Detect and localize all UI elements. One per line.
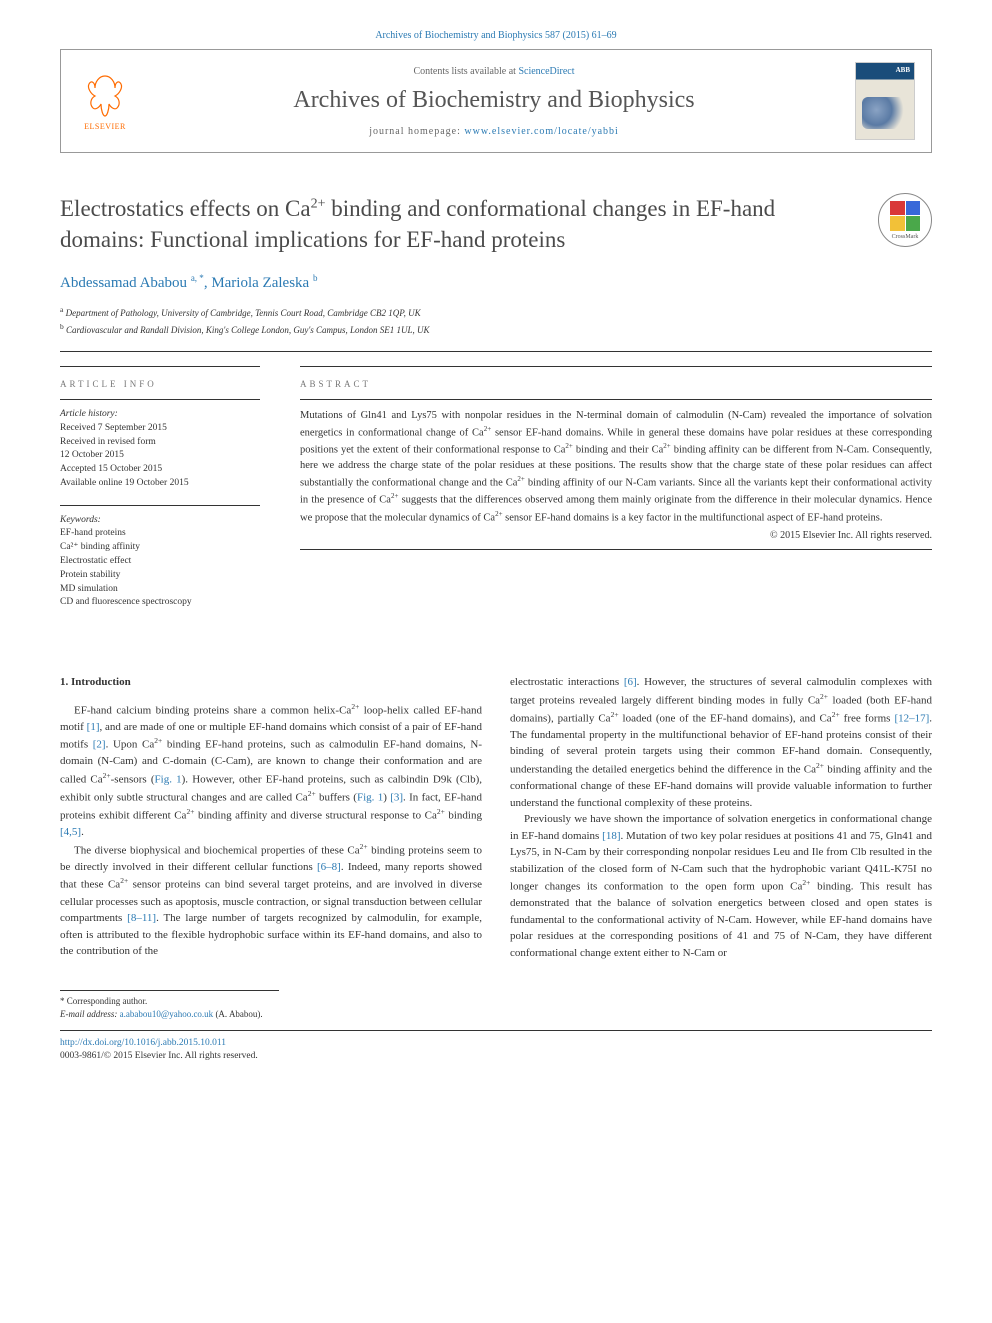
elsevier-logo: ELSEVIER [77,67,133,135]
authors: Abdessamad Ababou a, *, Mariola Zaleska … [60,273,932,292]
abstract-text: Mutations of Gln41 and Lys75 with nonpol… [300,408,932,526]
top-citation: Archives of Biochemistry and Biophysics … [60,30,932,41]
corresp-label: * Corresponding author. [60,995,279,1009]
article-info-column: ARTICLE INFO Article history: Received 7… [60,379,260,624]
crossmark-icon [890,201,920,231]
contents-available: Contents lists available at ScienceDirec… [149,66,839,77]
keywords-label: Keywords: [60,514,260,528]
keyword: MD simulation [60,583,260,597]
body-paragraph: EF-hand calcium binding proteins share a… [60,701,482,841]
elsevier-logo-text: ELSEVIER [84,122,126,131]
homepage-prefix: journal homepage: [369,126,464,137]
header-center: Contents lists available at ScienceDirec… [149,66,839,137]
journal-cover-thumbnail [855,62,915,140]
homepage-link[interactable]: www.elsevier.com/locate/yabbi [464,126,618,137]
affiliation-a: a Department of Pathology, University of… [60,304,932,321]
body-paragraph: Previously we have shown the importance … [510,811,932,961]
crossmark-badge[interactable]: CrossMark [878,193,932,247]
article-info-heading: ARTICLE INFO [60,379,260,389]
page-footer: http://dx.doi.org/10.1016/j.abb.2015.10.… [60,1030,932,1064]
history-line: Received 7 September 2015 [60,422,260,436]
history-line: 12 October 2015 [60,449,260,463]
section-heading-intro: 1. Introduction [60,674,482,691]
divider [60,351,932,352]
corresp-email-line: E-mail address: a.ababou10@yahoo.co.uk (… [60,1008,279,1022]
affiliations: a Department of Pathology, University of… [60,304,932,337]
history-line: Available online 19 October 2015 [60,477,260,491]
keyword: EF-hand proteins [60,527,260,541]
article-title: Electrostatics effects on Ca2+ binding a… [60,193,858,255]
body-paragraph: The diverse biophysical and biochemical … [60,841,482,960]
body-column-left: 1. Introduction EF-hand calcium binding … [60,674,482,1022]
article-history: Article history: Received 7 September 20… [60,408,260,491]
abstract-column: ABSTRACT Mutations of Gln41 and Lys75 wi… [300,379,932,624]
footer-rights: 0003-9861/© 2015 Elsevier Inc. All right… [60,1051,258,1061]
body-columns: 1. Introduction EF-hand calcium binding … [60,674,932,1022]
sciencedirect-link[interactable]: ScienceDirect [518,66,574,77]
journal-homepage: journal homepage: www.elsevier.com/locat… [149,126,839,137]
history-line: Accepted 15 October 2015 [60,463,260,477]
doi-link[interactable]: http://dx.doi.org/10.1016/j.abb.2015.10.… [60,1038,226,1048]
crossmark-label: CrossMark [892,234,919,240]
affiliation-b: b Cardiovascular and Randall Division, K… [60,321,932,338]
body-column-right: electrostatic interactions [6]. However,… [510,674,932,1022]
keyword: Electrostatic effect [60,555,260,569]
title-row: Electrostatics effects on Ca2+ binding a… [60,193,932,255]
history-line: Received in revised form [60,436,260,450]
corresp-email-link[interactable]: a.ababou10@yahoo.co.uk [120,1009,214,1019]
journal-name: Archives of Biochemistry and Biophysics [149,87,839,114]
email-label: E-mail address: [60,1009,117,1019]
corresponding-author: * Corresponding author. E-mail address: … [60,990,279,1022]
keyword: Ca²⁺ binding affinity [60,541,260,555]
abstract-heading: ABSTRACT [300,379,932,389]
contents-prefix: Contents lists available at [413,66,518,77]
corresp-name: (A. Ababou). [215,1009,262,1019]
abstract-copyright: © 2015 Elsevier Inc. All rights reserved… [300,530,932,541]
keyword: CD and fluorescence spectroscopy [60,596,260,610]
history-label: Article history: [60,408,260,422]
journal-header: ELSEVIER Contents lists available at Sci… [60,49,932,153]
info-abstract-row: ARTICLE INFO Article history: Received 7… [60,379,932,624]
body-paragraph: electrostatic interactions [6]. However,… [510,674,932,811]
keyword: Protein stability [60,569,260,583]
keywords-block: Keywords: EF-hand proteins Ca²⁺ binding … [60,514,260,610]
